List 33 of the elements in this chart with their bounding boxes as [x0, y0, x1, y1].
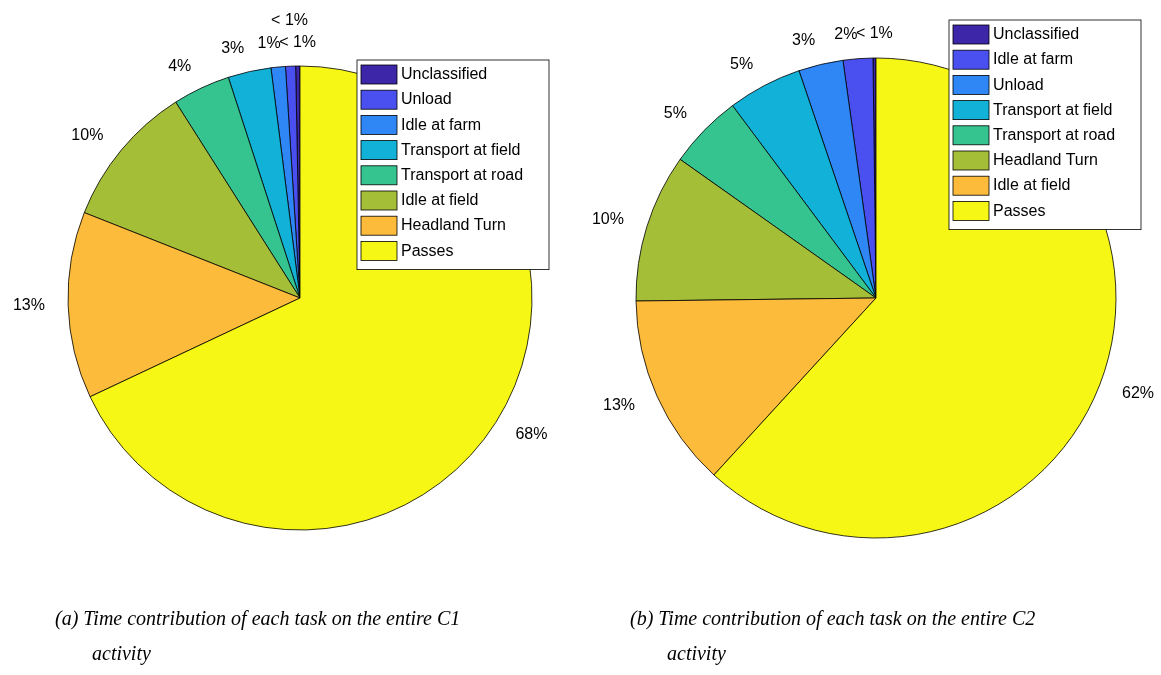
legend-label: Unclassified	[401, 65, 488, 83]
legend-label: Idle at farm	[401, 115, 482, 133]
data-label: 3%	[792, 31, 816, 49]
data-label: 2%	[834, 24, 858, 42]
data-label: 13%	[603, 396, 636, 414]
legend-label: Passes	[401, 241, 454, 259]
data-label: 1%	[257, 34, 281, 52]
legend-label: Passes	[993, 201, 1046, 219]
legend-label: Unload	[401, 90, 452, 108]
legend-label: Idle at farm	[993, 50, 1074, 68]
data-label: 13%	[12, 296, 45, 314]
data-label: 3%	[221, 39, 245, 57]
legend-label: Transport at field	[993, 100, 1113, 118]
legend-label: Transport at road	[401, 166, 524, 184]
legend-label: Idle at field	[993, 176, 1071, 194]
data-label: 5%	[730, 54, 754, 72]
legend-label: Headland Turn	[993, 151, 1098, 169]
data-label: < 1%	[271, 11, 309, 29]
data-label: 62%	[1122, 383, 1155, 401]
text: (a) Time contribution of each task on the entire C1 activity	[55, 607, 461, 665]
data-label: 4%	[168, 57, 192, 75]
legend-label: Transport at field	[401, 140, 521, 158]
data-label: 68%	[515, 424, 548, 442]
legend-label: Unload	[993, 75, 1044, 93]
legend-label: Unclassified	[993, 25, 1080, 43]
legend-label: Transport at road	[993, 126, 1116, 144]
data-label: 10%	[71, 125, 104, 143]
data-label: < 1%	[279, 33, 317, 51]
text: (b) Time contribution of each task on the entire C2 activity	[630, 607, 1036, 665]
legend-label: Idle at field	[401, 191, 479, 209]
legend-label: Headland Turn	[401, 216, 506, 234]
data-label: 5%	[663, 103, 687, 121]
data-label: 10%	[591, 209, 624, 227]
